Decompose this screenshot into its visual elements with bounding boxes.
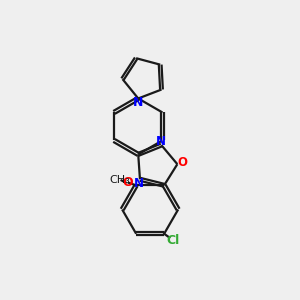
Text: O: O — [177, 156, 187, 169]
Text: N: N — [133, 96, 143, 110]
Text: O: O — [122, 176, 133, 189]
Text: N: N — [134, 177, 143, 190]
Text: Cl: Cl — [167, 233, 180, 247]
Text: CH₃: CH₃ — [109, 175, 130, 185]
Text: N: N — [156, 135, 166, 148]
